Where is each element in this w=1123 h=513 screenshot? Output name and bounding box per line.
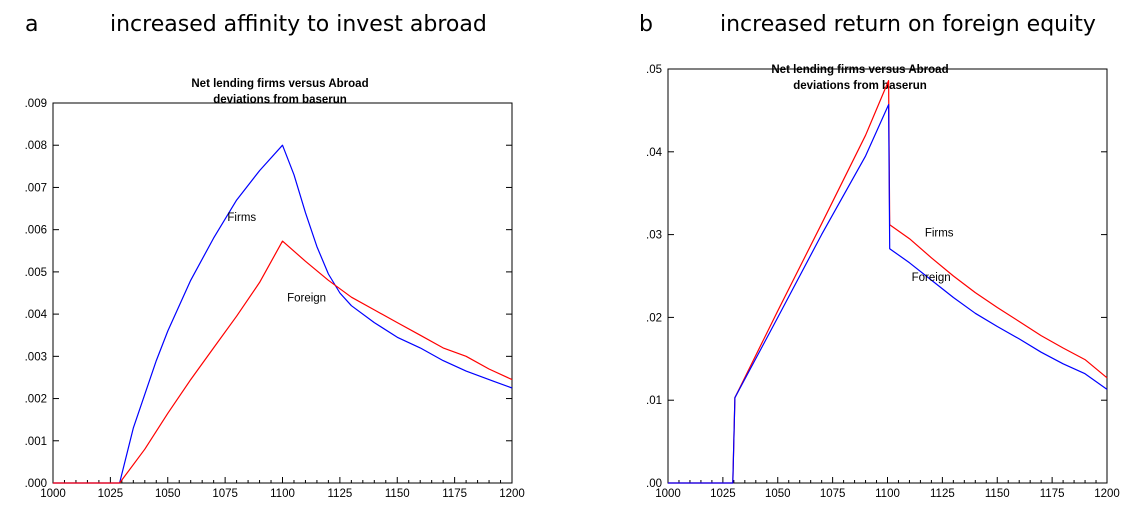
y-tick-label: .01: [646, 395, 662, 407]
panel-b: b increased return on foreign equity Net…: [560, 0, 1120, 513]
x-tick-label: 1150: [985, 488, 1010, 500]
y-tick-label: .002: [25, 394, 47, 406]
y-tick-label: .02: [646, 312, 662, 324]
x-tick-label: 1125: [328, 488, 353, 500]
chart-title-line1: Net lending firms versus Abroad: [191, 78, 369, 90]
y-tick-label: .001: [25, 436, 47, 448]
plot-frame: [52, 102, 513, 484]
chart-title-line1: Net lending firms versus Abroad: [771, 64, 949, 76]
x-tick-label: 1100: [875, 488, 900, 500]
series-line-foreign: [53, 240, 513, 484]
x-tick-label: 1200: [1094, 488, 1120, 500]
x-tick-label: 1050: [155, 488, 181, 500]
x-tick-label: 1000: [655, 488, 681, 500]
y-tick-label: .009: [25, 98, 47, 110]
chart-title: Net lending firms versus Abroad deviatio…: [580, 62, 1123, 94]
annotation-firms: Firms: [925, 227, 954, 239]
series-line-foreign: [668, 103, 1108, 484]
line-chart: 1000 1025 1050 1075 1100 1125 1150 1175 1200 .00.…: [646, 64, 1120, 500]
annotation-firms: Firms: [227, 212, 256, 224]
y-tick-label: .006: [25, 225, 47, 237]
x-tick-label: 1025: [710, 488, 736, 500]
x-tick-label: 1050: [765, 488, 791, 500]
x-tick-label: 1200: [499, 488, 525, 500]
x-tick-label: 1075: [212, 488, 238, 500]
y-tick-label: .03: [646, 230, 662, 242]
x-tick-label: 1175: [1040, 488, 1065, 500]
x-tick-label: 1175: [442, 488, 467, 500]
y-tick-label: .007: [25, 182, 47, 194]
y-tick-label: .04: [646, 147, 663, 159]
y-tick-label: .05: [646, 64, 662, 76]
x-tick-label: 1000: [40, 488, 66, 500]
y-tick-label: .00: [646, 478, 662, 490]
panel-letter: b: [639, 12, 653, 37]
annotation-foreign: Foreign: [287, 292, 326, 304]
panel-heading: increased return on foreign equity: [720, 12, 1096, 37]
y-tick-label: .000: [25, 478, 47, 490]
x-tick-label: 1150: [385, 488, 410, 500]
y-tick-label: .008: [25, 140, 47, 152]
series-line-firms: [53, 144, 513, 484]
x-tick-label: 1075: [820, 488, 846, 500]
panel-a: a increased affinity to invest abroad Ne…: [0, 0, 560, 513]
x-tick-label: 1100: [270, 488, 295, 500]
panel-letter: a: [25, 12, 39, 37]
chart-title-line2: deviations from baserun: [793, 80, 927, 92]
y-tick-label: .003: [25, 351, 47, 363]
y-tick-label: .005: [25, 267, 47, 279]
y-tick-label: .004: [25, 309, 48, 321]
x-tick-label: 1125: [930, 488, 955, 500]
panel-heading: increased affinity to invest abroad: [110, 12, 487, 37]
line-chart: 1000 1025 1050 1075 1100 1125 1150 1175 1200 .000…: [25, 98, 525, 500]
series-line-firms: [668, 79, 1108, 484]
annotation-foreign: Foreign: [912, 272, 951, 284]
x-tick-label: 1025: [98, 488, 124, 500]
